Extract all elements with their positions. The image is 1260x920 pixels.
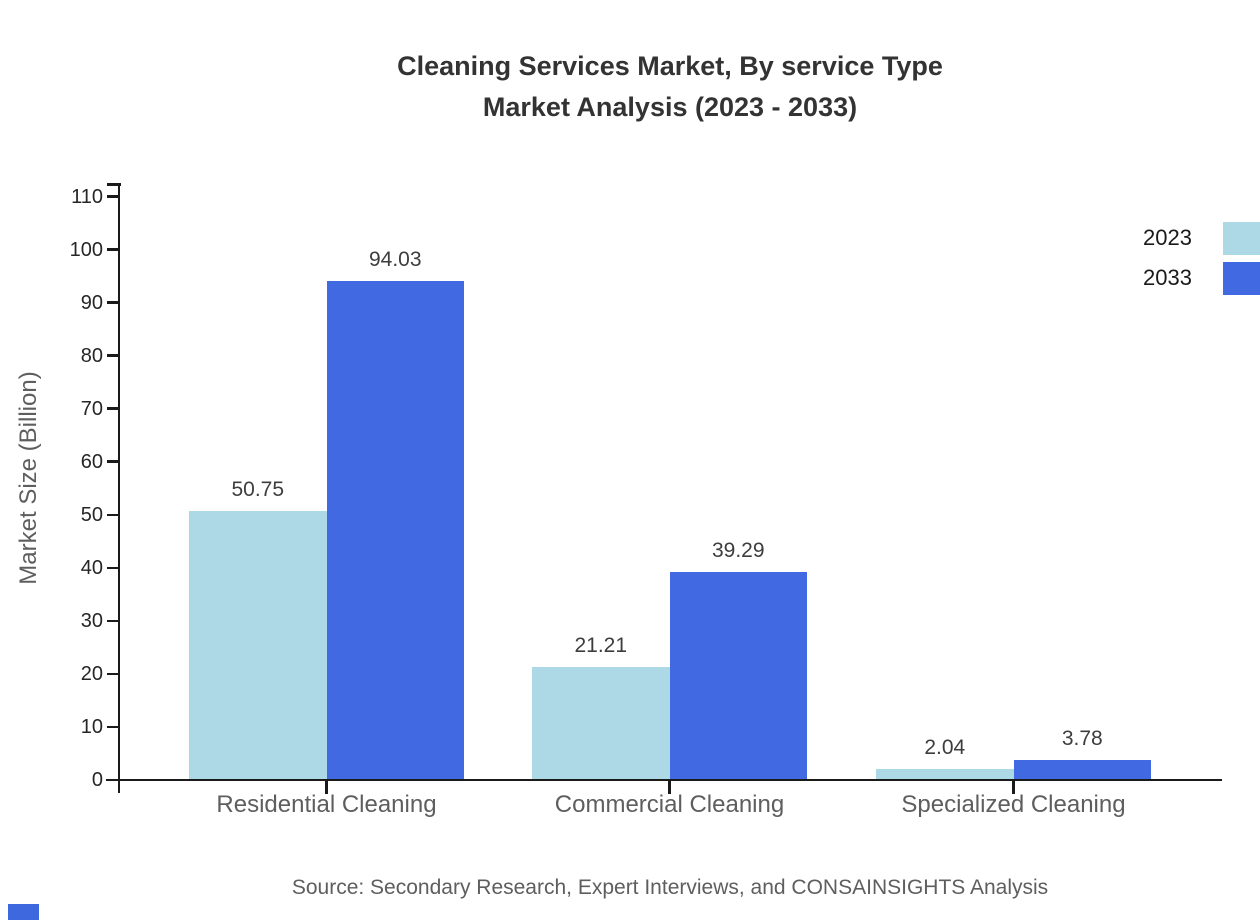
value-label-2033-1: 39.29	[711, 538, 765, 562]
x-tick-mark	[1012, 780, 1015, 794]
y-tick-mark	[107, 354, 119, 357]
y-tick-label: 0	[91, 769, 103, 791]
chart-title-line1: Cleaning Services Market, By service Typ…	[397, 51, 943, 81]
value-label-2023-0: 50.75	[231, 477, 285, 501]
value-label-2023-2: 2.04	[924, 736, 966, 760]
y-tick-label: 40	[80, 556, 103, 579]
x-axis-line	[106, 778, 1222, 781]
legend-swatch-2023	[1223, 221, 1260, 255]
y-tick-mark	[107, 407, 119, 410]
x-category-label: Specialized Cleaning	[901, 791, 1126, 818]
y-tick-label: 10	[80, 715, 103, 738]
y-tick-mark	[107, 248, 119, 251]
y-tick-label: 20	[80, 662, 103, 685]
x-tick-mark	[668, 780, 671, 794]
bar-2033-0	[326, 281, 464, 780]
y-tick-label: 100	[69, 238, 103, 261]
y-tick-mark	[107, 195, 119, 198]
bar-2023-1	[532, 667, 670, 780]
chart-title-line2: Market Analysis (2023 - 2033)	[482, 92, 858, 122]
y-tick-mark	[107, 672, 119, 676]
value-label-2023-1: 21.21	[574, 634, 628, 658]
y-tick-mark	[107, 778, 119, 782]
brand-mark	[8, 904, 39, 920]
y-tick-label: 110	[71, 185, 103, 208]
value-label-2033-2: 3.78	[1061, 726, 1103, 750]
y-tick-label: 50	[80, 503, 103, 526]
x-category-label: Residential Cleaning	[216, 791, 437, 818]
legend-swatch-2033	[1223, 261, 1260, 295]
bar-2033-2	[1013, 759, 1151, 780]
chart-title: Cleaning Services Market, By service Typ…	[80, 46, 1260, 128]
y-axis-top-cap	[106, 183, 121, 186]
legend-label-2023: 2023	[1143, 225, 1192, 250]
legend-item-2023: 2023	[1040, 221, 1260, 255]
y-tick-mark	[107, 725, 119, 729]
y-axis-line	[117, 183, 120, 793]
y-tick-mark	[107, 460, 119, 463]
legend-item-2033: 2033	[1040, 261, 1260, 295]
x-category-label: Commercial Cleaning	[554, 791, 785, 818]
bar-2023-2	[876, 769, 1014, 780]
bar-2023-0	[189, 510, 327, 780]
source-note: Source: Secondary Research, Expert Inter…	[291, 876, 1049, 899]
y-tick-mark	[107, 513, 119, 517]
y-tick-mark	[107, 566, 119, 570]
x-tick-mark	[325, 780, 328, 794]
y-tick-label: 90	[80, 291, 103, 314]
y-tick-label: 60	[80, 450, 103, 473]
value-label-2033-0: 94.03	[368, 248, 422, 272]
y-tick-label: 30	[80, 609, 103, 632]
y-tick-label: 80	[80, 344, 103, 367]
y-tick-mark	[107, 619, 119, 623]
legend-label-2033: 2033	[1143, 265, 1192, 290]
bar-2033-1	[669, 571, 807, 780]
y-tick-mark	[107, 301, 119, 304]
y-tick-label: 70	[80, 397, 103, 420]
